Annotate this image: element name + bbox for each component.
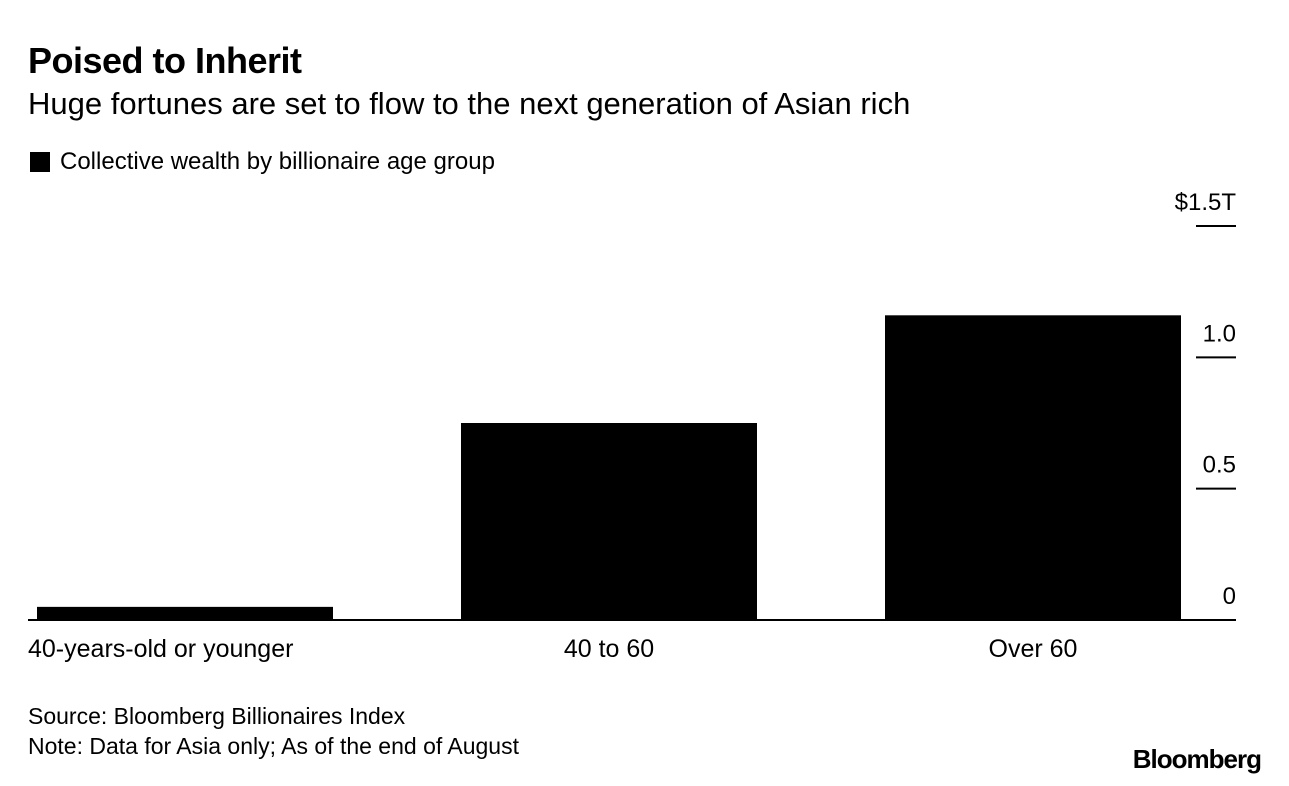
x-tick-label: Over 60 bbox=[989, 635, 1078, 663]
y-tick-label: 0.5 bbox=[1203, 452, 1236, 479]
legend-swatch bbox=[30, 152, 50, 172]
source-note: Source: Bloomberg Billionaires Index bbox=[28, 703, 406, 729]
chart-subtitle: Huge fortunes are set to flow to the nex… bbox=[28, 86, 911, 121]
y-tick-label: 0 bbox=[1223, 583, 1236, 610]
x-tick-label: 40-years-old or younger bbox=[28, 635, 293, 663]
y-tick-label: $1.5T bbox=[1175, 189, 1237, 216]
bar bbox=[37, 606, 333, 620]
bar bbox=[885, 315, 1181, 620]
bar bbox=[461, 423, 757, 620]
x-tick-label: 40 to 60 bbox=[564, 635, 654, 663]
legend-label: Collective wealth by billionaire age gro… bbox=[60, 148, 495, 175]
legend: Collective wealth by billionaire age gro… bbox=[30, 148, 495, 176]
bloomberg-logo: Bloomberg bbox=[1132, 744, 1262, 774]
chart-title: Poised to Inherit bbox=[28, 40, 302, 81]
y-tick-label: 1.0 bbox=[1203, 320, 1236, 347]
data-note: Note: Data for Asia only; As of the end … bbox=[28, 733, 519, 759]
